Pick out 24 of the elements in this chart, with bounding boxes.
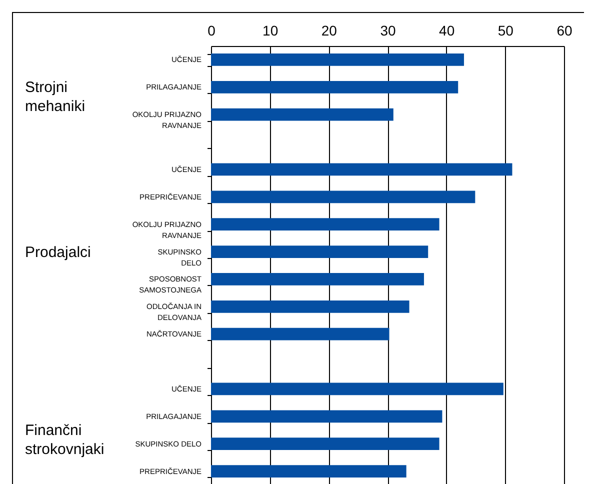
bar (211, 218, 440, 231)
bar (211, 273, 424, 286)
x-tick-label: 0 (208, 22, 216, 38)
bar (211, 108, 394, 121)
bar (211, 163, 512, 176)
bar (211, 438, 440, 450)
bar (211, 382, 504, 396)
text: Prodajalci (25, 244, 91, 261)
bar (211, 410, 442, 423)
x-tick-label: 40 (439, 22, 455, 38)
x-tick-label: 30 (380, 22, 396, 38)
x-tick-label: 50 (498, 22, 514, 38)
text: Strojni mehaniki (25, 79, 86, 116)
bar (211, 465, 406, 478)
bar (211, 246, 428, 258)
bar (211, 300, 410, 313)
bar (211, 80, 458, 94)
x-tick-label: 60 (556, 22, 572, 38)
bar (211, 328, 390, 340)
bar (211, 190, 476, 204)
text: Finančni strokovnjaki (25, 422, 104, 458)
x-tick-label: 10 (262, 22, 278, 38)
bar (211, 54, 464, 66)
x-tick-label: 20 (321, 22, 338, 38)
